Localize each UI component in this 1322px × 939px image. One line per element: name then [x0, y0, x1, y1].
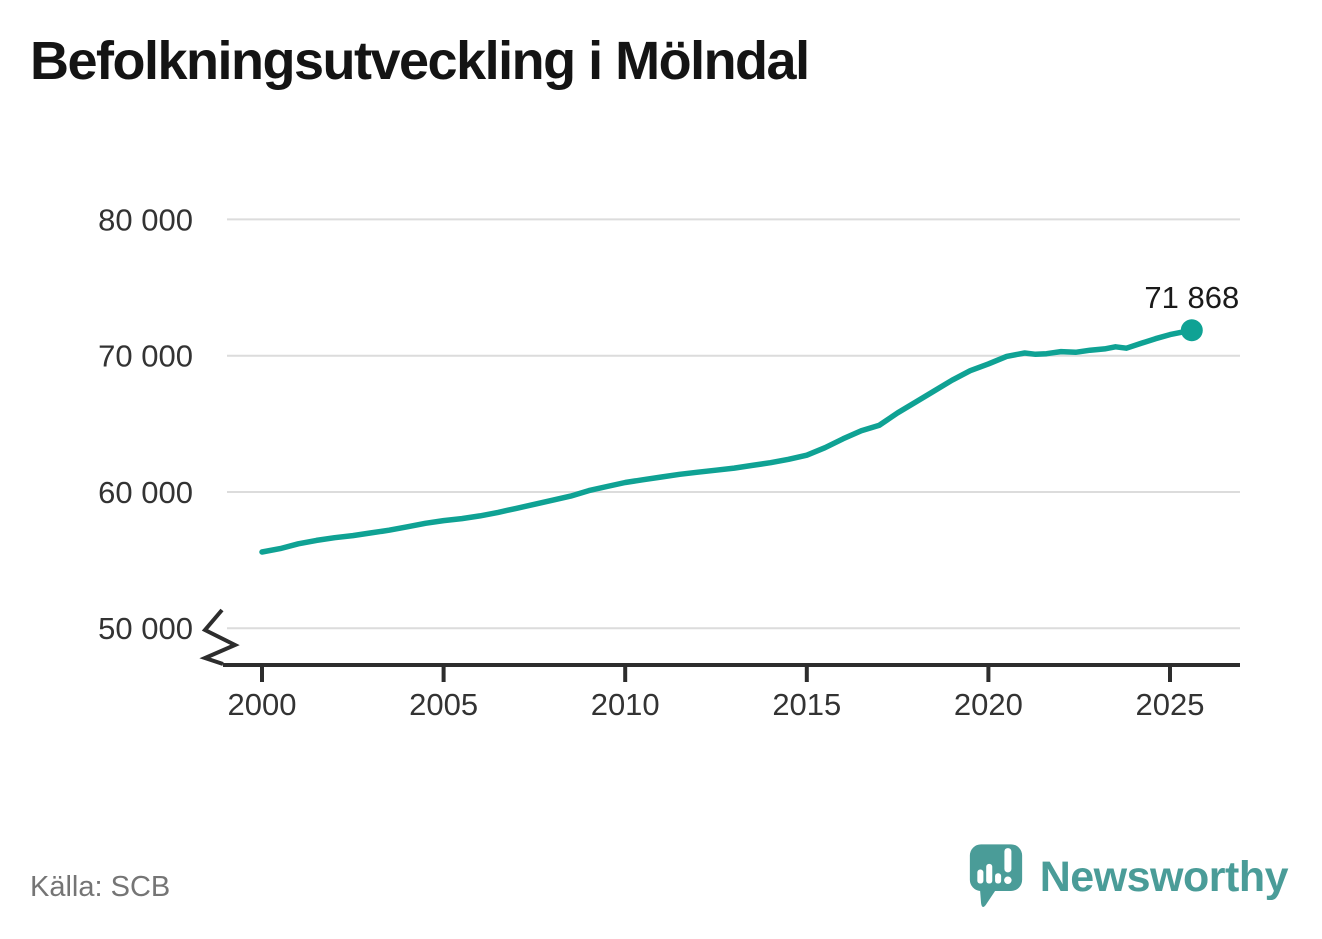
x-tick-label-2010: 2010 — [591, 687, 660, 722]
x-tick-label-2015: 2015 — [772, 687, 841, 722]
x-tick-label-2000: 2000 — [228, 687, 297, 722]
last-point-dot — [1180, 319, 1203, 342]
bar-1 — [977, 869, 984, 884]
population-line-series — [259, 327, 1195, 555]
y-tick-label-80000: 80 000 — [98, 202, 193, 237]
y-tick-label-70000: 70 000 — [98, 339, 193, 374]
source-caption: Källa: SCB — [30, 871, 171, 903]
chart-title: Befolkningsutveckling i Mölndal — [30, 31, 810, 91]
newsworthy-logo-text: Newsworthy — [1039, 852, 1289, 901]
y-tick-label-50000: 50 000 — [98, 611, 193, 646]
last-value-annotation: 71 868 — [1144, 280, 1239, 315]
newsworthy-speech-bubble-bar-chart-icon — [969, 844, 1022, 907]
newsworthy-logo: Newsworthy — [968, 842, 1289, 912]
bar-3 — [994, 873, 1001, 884]
bar-2 — [985, 863, 992, 884]
x-tick-label-2020: 2020 — [954, 687, 1023, 722]
exclamation-bar — [1004, 848, 1012, 873]
y-tick-label-60000: 60 000 — [98, 475, 193, 510]
exclamation-dot — [1003, 876, 1012, 884]
y-axis-break-zigzag — [199, 608, 240, 666]
x-tick-label-2025: 2025 — [1136, 687, 1205, 722]
x-tick-label-2005: 2005 — [409, 687, 478, 722]
